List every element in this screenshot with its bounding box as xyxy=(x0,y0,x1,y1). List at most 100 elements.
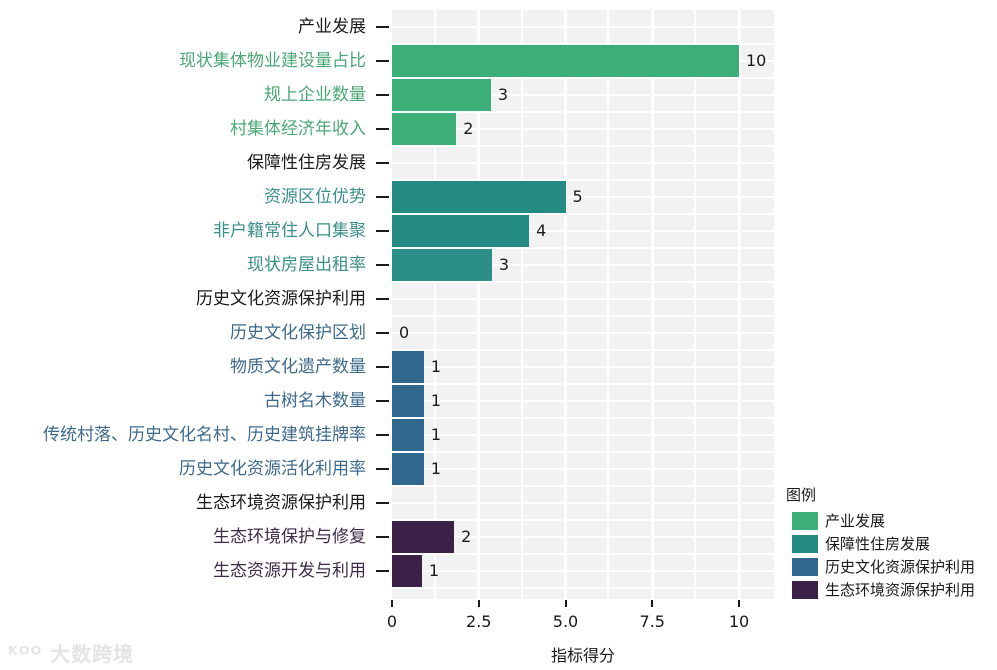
bar-value-label: 0 xyxy=(399,323,410,342)
gridline-horizontal xyxy=(392,298,774,300)
gridline-horizontal xyxy=(392,230,774,232)
legend-item-heritage: 历史文化资源保护利用 xyxy=(792,555,975,578)
category-label: 生态资源开发与利用 xyxy=(213,561,366,581)
gridline-horizontal-minor xyxy=(392,111,774,113)
bar xyxy=(392,521,455,553)
y-tick xyxy=(376,434,389,436)
gridline-horizontal-minor xyxy=(392,179,774,181)
bar xyxy=(392,45,739,77)
plot-panel xyxy=(392,10,774,599)
legend-swatch xyxy=(792,511,818,530)
gridline-horizontal xyxy=(392,536,774,538)
category-label: 传统村落、历史文化名村、历史建筑挂牌率 xyxy=(43,425,366,445)
bar xyxy=(392,215,530,247)
legend-swatch xyxy=(792,534,818,553)
gridline-vertical xyxy=(737,10,741,599)
gridline-horizontal xyxy=(392,26,774,28)
gridline-horizontal xyxy=(392,502,774,504)
gridline-horizontal xyxy=(392,264,774,266)
legend: 图例 产业发展 保障性住房发展 历史文化资源保护利用 生态环境资源保护利用 xyxy=(786,485,975,601)
gridline-horizontal-minor xyxy=(392,553,774,555)
category-label: 历史文化保护区划 xyxy=(230,323,366,343)
legend-item-industry: 产业发展 xyxy=(792,509,975,532)
x-tick-label: 10 xyxy=(728,612,750,631)
gridline-horizontal xyxy=(392,434,774,436)
gridline-vertical xyxy=(477,10,481,599)
category-label: 非户籍常住人口集聚 xyxy=(213,221,366,241)
y-tick xyxy=(376,264,389,266)
group-label: 生态环境资源保护利用 xyxy=(196,493,366,513)
gridline-vertical xyxy=(607,10,610,599)
gridline-horizontal-minor xyxy=(392,43,774,45)
y-tick xyxy=(376,536,389,538)
bar-value-label: 3 xyxy=(497,85,509,104)
bar xyxy=(392,181,566,213)
gridline-horizontal-minor xyxy=(392,349,774,351)
x-tick-label: 0 xyxy=(386,612,398,631)
y-tick xyxy=(376,502,389,504)
y-tick xyxy=(376,128,389,130)
x-tick xyxy=(564,600,567,607)
bar-value-label: 2 xyxy=(463,119,474,138)
y-tick xyxy=(376,468,389,470)
gridline-vertical xyxy=(433,10,436,599)
gridline-horizontal xyxy=(392,570,774,572)
category-label: 物质文化遗产数量 xyxy=(230,357,366,377)
legend-label: 历史文化资源保护利用 xyxy=(825,558,976,576)
legend-item-housing: 保障性住房发展 xyxy=(792,532,975,555)
category-label: 历史文化资源活化利用率 xyxy=(179,459,366,479)
y-tick xyxy=(376,366,389,368)
y-tick xyxy=(376,332,389,334)
bar-value-label: 4 xyxy=(536,221,547,240)
y-tick xyxy=(376,162,389,164)
category-label: 规上企业数量 xyxy=(264,85,366,105)
gridline-horizontal-minor xyxy=(392,383,774,385)
y-tick xyxy=(376,60,389,62)
gridline-horizontal-minor xyxy=(392,417,774,419)
y-tick xyxy=(376,196,389,198)
legend-label: 产业发展 xyxy=(825,512,886,530)
legend-title: 图例 xyxy=(786,486,817,504)
gridline-horizontal-minor xyxy=(392,145,774,147)
group-label: 保障性住房发展 xyxy=(247,153,366,173)
gridline-horizontal-minor xyxy=(392,77,774,79)
y-tick xyxy=(376,400,389,402)
gridline-horizontal xyxy=(392,366,774,368)
legend-item-ecology: 生态环境资源保护利用 xyxy=(792,578,975,601)
bar xyxy=(392,555,422,587)
legend-label: 生态环境资源保护利用 xyxy=(825,581,976,599)
gridline-vertical xyxy=(694,10,697,599)
y-tick xyxy=(376,94,389,96)
x-tick xyxy=(738,600,740,607)
bar xyxy=(392,351,424,383)
gridline-horizontal-minor xyxy=(392,485,774,487)
gridline-horizontal xyxy=(392,128,774,130)
bar-value-label: 1 xyxy=(430,425,442,444)
group-label: 历史文化资源保护利用 xyxy=(196,289,366,309)
gridline-horizontal xyxy=(392,196,774,198)
bar xyxy=(392,385,424,417)
category-label: 现状集体物业建设量占比 xyxy=(179,51,366,71)
bar-value-label: 10 xyxy=(746,51,767,70)
bar-value-label: 1 xyxy=(430,391,442,410)
gridline-horizontal-minor xyxy=(392,247,774,249)
group-label: 产业发展 xyxy=(298,17,366,37)
gridline-horizontal xyxy=(392,162,774,164)
legend-label: 保障性住房发展 xyxy=(825,535,931,553)
gridline-horizontal-minor xyxy=(392,213,774,215)
bar-value-label: 1 xyxy=(430,357,442,376)
category-label: 生态环境保护与修复 xyxy=(213,527,366,547)
y-tick xyxy=(376,26,389,28)
x-tick xyxy=(391,600,393,607)
x-tick xyxy=(477,600,480,607)
bar-value-label: 1 xyxy=(430,459,442,478)
gridline-vertical xyxy=(520,10,523,599)
category-label: 资源区位优势 xyxy=(264,187,366,207)
x-tick xyxy=(651,600,654,607)
bar xyxy=(392,113,457,145)
x-tick-label: 7.5 xyxy=(639,612,665,631)
watermark-logo: ᴷᴼᴼ 大数跨境 xyxy=(8,642,135,666)
bar xyxy=(392,419,424,451)
x-tick-label: 5.0 xyxy=(552,612,579,631)
y-tick xyxy=(376,298,389,300)
